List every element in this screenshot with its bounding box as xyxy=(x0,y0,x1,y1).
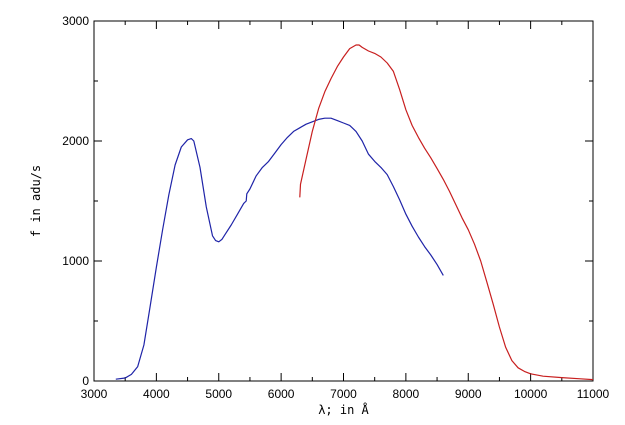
x-axis-label: λ; in Å xyxy=(318,402,369,417)
x-tick-label: 4000 xyxy=(143,387,170,401)
x-tick-label: 11000 xyxy=(577,387,610,401)
x-tick-label: 10000 xyxy=(514,387,548,401)
y-axis-label: f in adu/s xyxy=(29,165,43,237)
x-tick-label: 3000 xyxy=(81,387,108,401)
x-tick-label: 7000 xyxy=(330,387,357,401)
series-line-1 xyxy=(115,117,444,380)
y-tick-label: 1000 xyxy=(62,254,89,268)
series-layer xyxy=(115,44,594,381)
x-tick-label: 8000 xyxy=(393,387,420,401)
x-tick-label: 6000 xyxy=(268,387,295,401)
x-tick-label: 9000 xyxy=(455,387,482,401)
x-tick-label: 5000 xyxy=(205,387,232,401)
series-line-2 xyxy=(299,44,594,381)
y-tick-label: 3000 xyxy=(62,14,89,28)
axis-ticks xyxy=(93,20,594,382)
y-tick-label: 2000 xyxy=(62,134,89,148)
y-tick-label: 0 xyxy=(82,374,89,388)
axis-tick-labels: 3000 4000 5000 6000 7000 8000 9000 10000 11000 0 1… xyxy=(62,14,609,401)
plot-frame xyxy=(93,20,594,382)
